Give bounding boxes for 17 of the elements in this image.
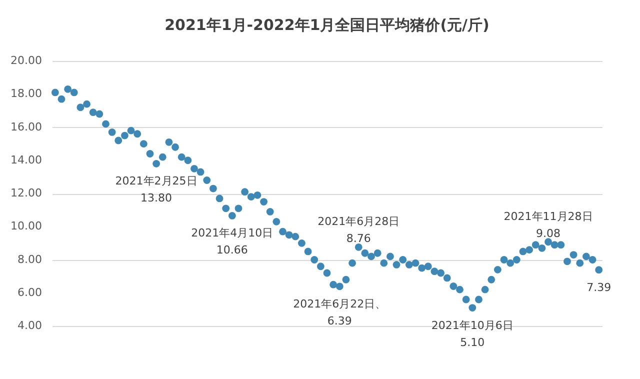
y-tick-label: 6.00 (18, 286, 42, 299)
y-tick-label: 10.00 (10, 220, 42, 233)
annotation: 2021年11月28日 9.08 (504, 210, 593, 240)
annotation: 2021年4月10日 10.66 (191, 226, 274, 257)
annotation: 2021年10月6日 5.10 (431, 318, 514, 349)
y-tick-label: 12.00 (10, 186, 42, 200)
y-tick-label: 4.00 (18, 319, 42, 332)
annotation: 2021年6月28日 8.76 (318, 215, 400, 246)
annotation: 2021年6月22日、 6.39 (293, 297, 386, 328)
y-tick-label: 8.00 (18, 252, 42, 266)
annotation: 2021年2月25日 13.80 (115, 174, 198, 205)
y-tick-label: 20.00 (10, 54, 42, 67)
y-tick-label: 16.00 (10, 120, 42, 134)
annotation: 7.39 (586, 280, 612, 294)
chart-title: 2021年1月-2022年1月全国日平均猪价(元/斤) (164, 16, 490, 34)
y-tick-label: 18.00 (10, 87, 42, 100)
y-tick-label: 14.00 (10, 153, 42, 166)
